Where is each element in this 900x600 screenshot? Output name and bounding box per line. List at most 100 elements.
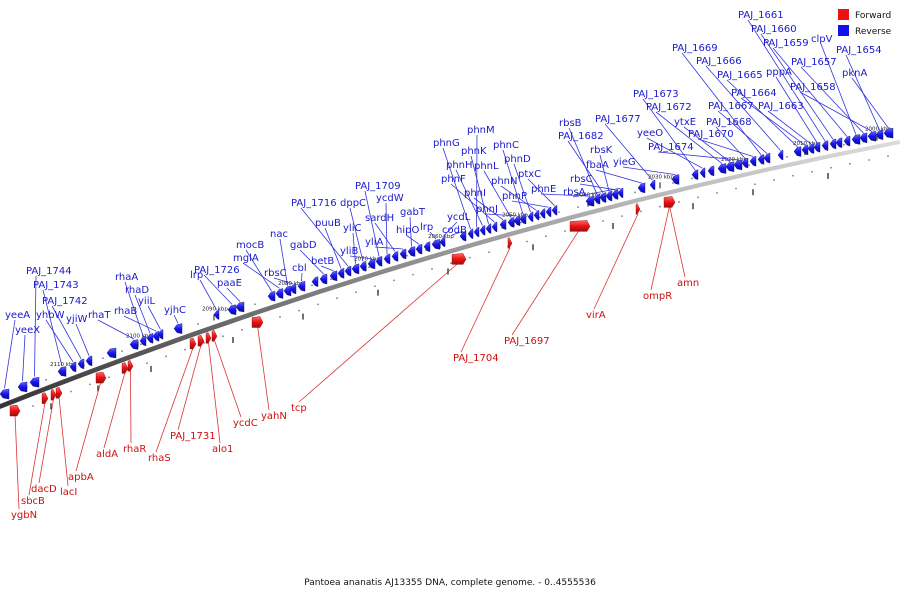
gene-label-puub: puuB [315, 218, 341, 229]
reverse-gene-leader [500, 185, 537, 211]
reverse-gene-arrow [467, 228, 474, 240]
forward-gene-arrow [507, 237, 513, 249]
forward-gene-arrow [451, 253, 467, 265]
reverse-gene-arrow [749, 155, 757, 167]
gene-label-phnc: phnC [493, 140, 519, 151]
gene-label-paj-1658: PAJ_1658 [790, 82, 836, 93]
reverse-gene-leader [385, 202, 388, 254]
gene-label-paj-1660: PAJ_1660 [751, 24, 797, 35]
gene-label-phnn: phnN [491, 176, 518, 187]
gene-label-rhas: rhaS [148, 453, 171, 464]
gene-label-dppc: dppC [340, 198, 366, 209]
reverse-gene-leader [301, 272, 303, 282]
reverse-gene-arrow [617, 187, 624, 199]
reverse-gene-leader [642, 98, 696, 171]
forward-gene-leader [257, 325, 270, 411]
reverse-gene-arrow [157, 329, 164, 340]
reverse-gene-leader [352, 232, 356, 264]
gene-label-nac: nac [270, 229, 288, 240]
reverse-gene-arrow [513, 215, 521, 226]
reverse-gene-leader [799, 91, 873, 132]
gene-label-alda: aldA [96, 449, 118, 460]
reverse-gene-leader [374, 222, 396, 252]
reverse-gene-leader [442, 221, 458, 238]
reverse-gene-arrow [407, 246, 416, 257]
reverse-gene-leader [775, 76, 818, 143]
reverse-gene-leader [572, 187, 621, 198]
gene-label-apba: apbA [68, 472, 94, 483]
reverse-gene-leader [655, 111, 723, 164]
reverse-gene-leader [320, 265, 334, 272]
forward-gene-leader [103, 372, 126, 449]
reverse-gene-arrow [139, 335, 147, 347]
reverse-gene-arrow [507, 217, 515, 228]
reverse-gene-arrow [235, 301, 245, 313]
legend-forward-swatch [838, 9, 849, 20]
gene-label-codb: codB [442, 225, 467, 236]
gene-label-ompr: ompR [643, 291, 672, 302]
gene-label-mocb: mocB [236, 240, 264, 251]
reverse-gene-leader [123, 315, 157, 332]
forward-gene-leader [130, 370, 132, 444]
forward-gene-arrow [9, 404, 21, 417]
gene-label-paj-1677: PAJ_1677 [595, 114, 641, 125]
reverse-gene-arrow [599, 192, 607, 203]
reverse-gene-arrow [227, 304, 237, 315]
gene-label-fbaa: fbaA [586, 160, 609, 171]
forward-gene-arrow [121, 362, 129, 374]
gene-label-phni: phnI [464, 188, 486, 199]
reverse-gene-arrow [777, 149, 784, 161]
gene-label-paj-1743: PAJ_1743 [33, 280, 79, 291]
gene-label-gabd: gabD [290, 240, 317, 251]
reverse-gene-arrow [431, 239, 441, 250]
reverse-gene-arrow [637, 182, 646, 194]
reverse-gene-arrow [311, 276, 319, 287]
reverse-gene-arrow [57, 366, 67, 377]
gene-label-yieg: yieG [613, 157, 636, 168]
gene-label-rbsb: rbsB [559, 118, 582, 129]
forward-gene-arrow [50, 388, 57, 401]
reverse-gene-leader [502, 149, 524, 215]
reverse-gene-leader [568, 127, 598, 195]
forward-gene-leader [28, 402, 46, 496]
gene-label-paj-1674: PAJ_1674 [648, 142, 694, 153]
reverse-gene-arrow [867, 130, 877, 142]
reverse-gene-leader [579, 183, 616, 191]
reverse-gene-arrow [129, 339, 139, 350]
reverse-gene-leader [34, 275, 37, 377]
gene-label-paae: paaE [217, 278, 242, 289]
reverse-gene-leader [476, 134, 478, 228]
gene-label-tcp: tcp [291, 403, 307, 414]
reverse-gene-leader [473, 197, 504, 221]
reverse-gene-leader [22, 334, 26, 382]
reverse-gene-leader [364, 190, 380, 257]
reverse-gene-leader [599, 154, 610, 192]
gene-label-ytxe: ytxE [674, 117, 696, 128]
gene-label-phnm: phnM [467, 125, 495, 136]
reverse-gene-arrow [793, 146, 802, 157]
reverse-gene-arrow [485, 223, 492, 234]
reverse-gene-arrow [699, 167, 706, 179]
gene-label-paj-1659: PAJ_1659 [763, 38, 809, 49]
reverse-gene-leader [124, 281, 144, 336]
reverse-gene-arrow [329, 270, 338, 282]
forward-gene-arrow [189, 337, 197, 350]
gene-label-rhar: rhaR [123, 444, 146, 455]
reverse-gene-arrow [527, 211, 534, 223]
reverse-gene-leader [646, 137, 703, 169]
reverse-gene-arrow [829, 138, 837, 150]
reverse-gene-arrow [0, 388, 10, 400]
gene-label-yhbw: yhbW [36, 310, 65, 321]
reverse-gene-arrow [499, 219, 507, 230]
reverse-gene-arrow [707, 165, 715, 177]
reverse-gene-leader [51, 305, 82, 359]
reverse-gene-leader [455, 169, 483, 226]
gene-label-rbsk: rbsK [590, 145, 613, 156]
gene-label-phnl: phnL [474, 161, 499, 172]
gene-label-lrp: lrp [420, 222, 433, 233]
reverse-gene-arrow [391, 251, 399, 262]
gene-label-phnh: phnH [446, 160, 473, 171]
gene-label-dacd: dacD [31, 484, 57, 495]
reverse-gene-leader [527, 178, 555, 206]
reverse-gene-arrow [533, 209, 540, 221]
